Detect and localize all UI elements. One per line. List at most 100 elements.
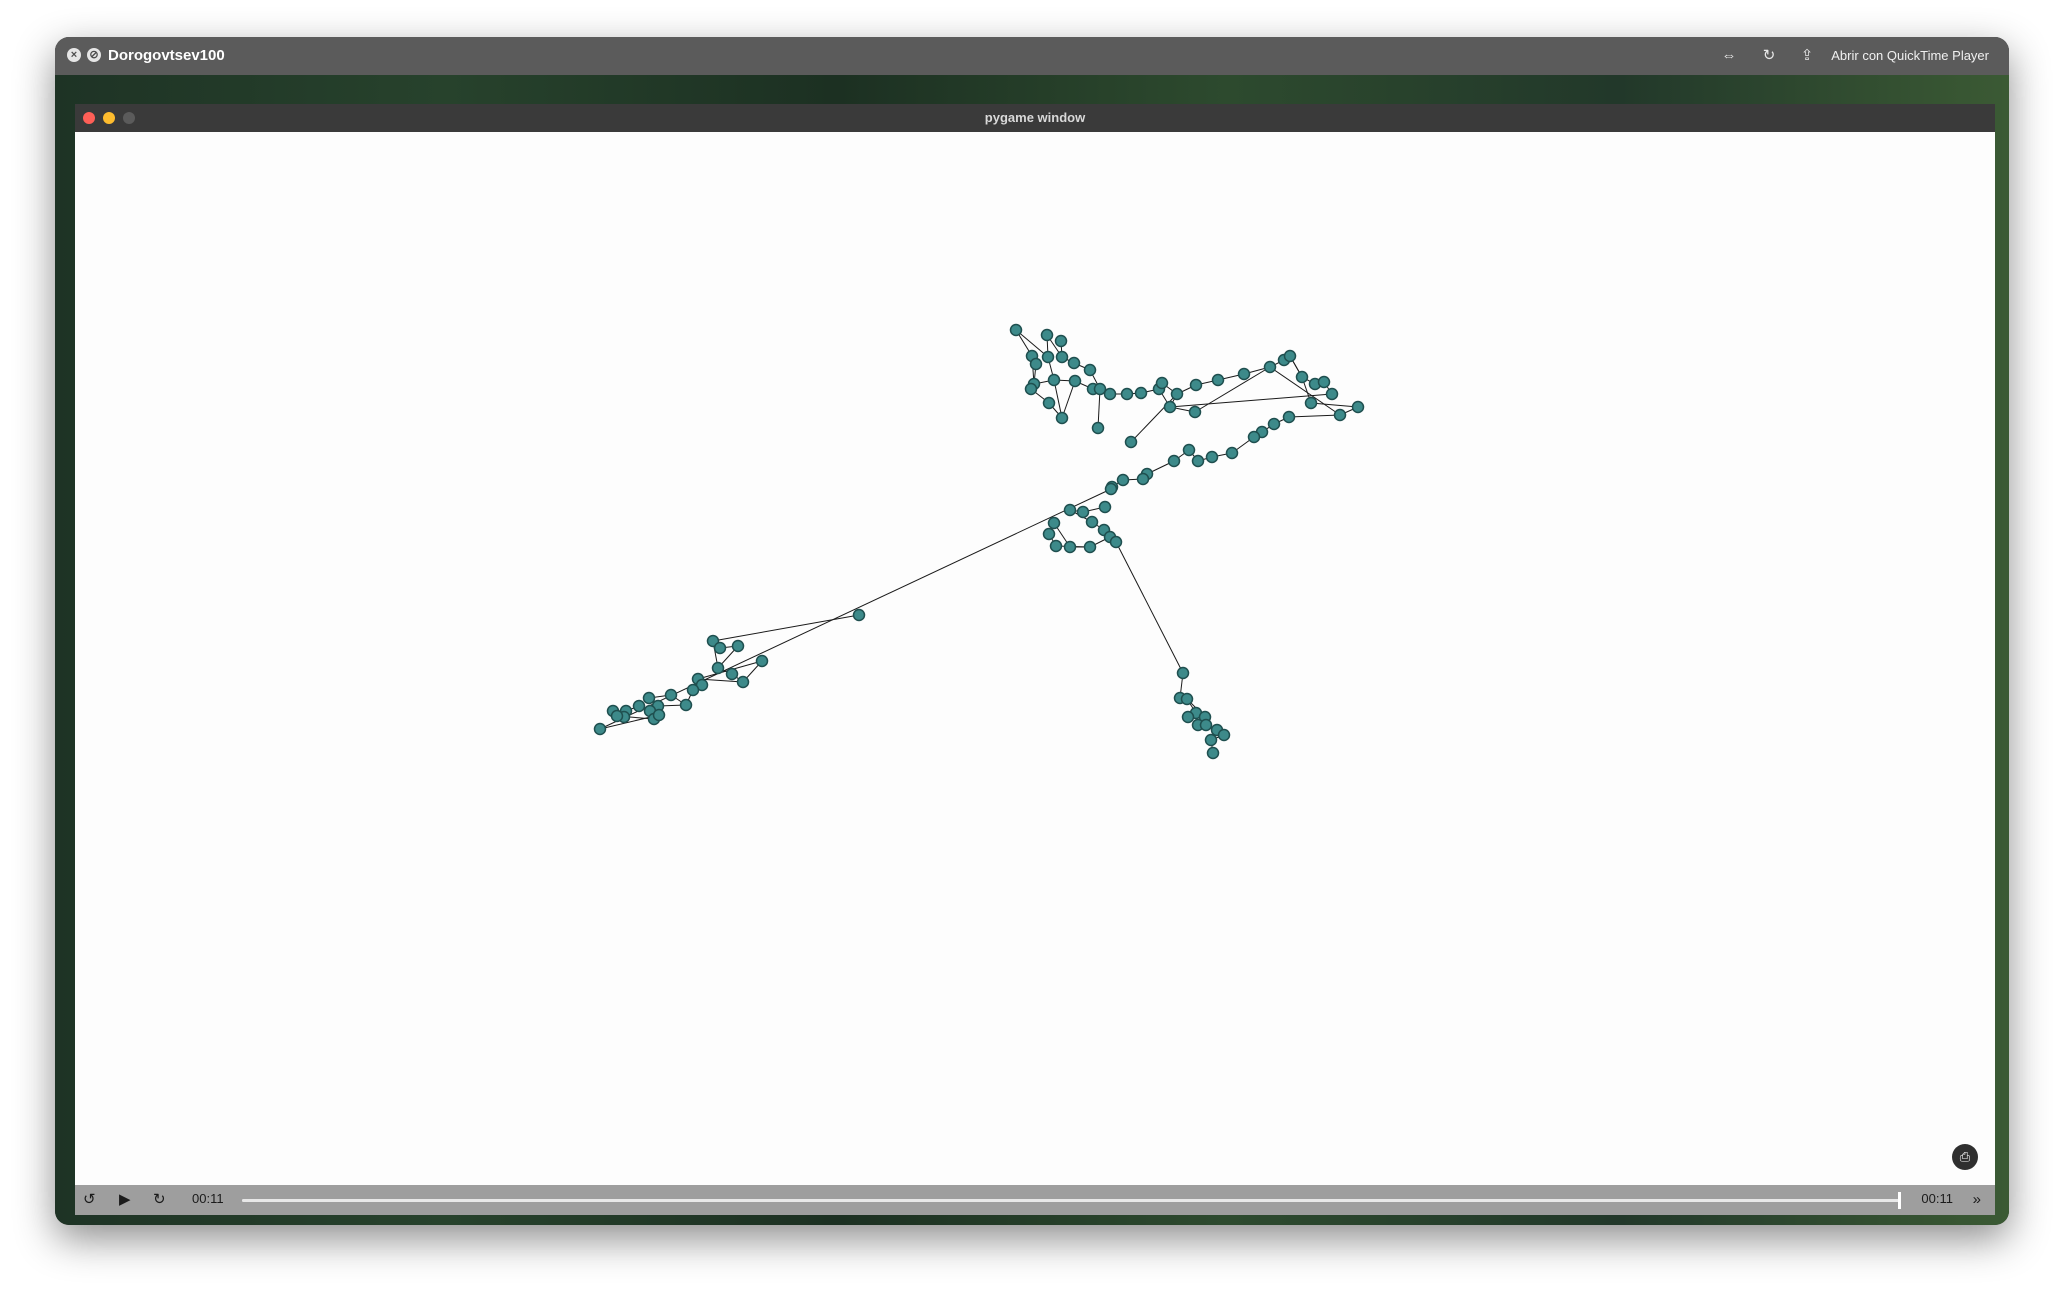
graph-node [1091,421,1105,435]
graph-node [1134,386,1148,400]
graph-edge [1097,388,1101,429]
graph-node [1055,350,1069,364]
graph-node [731,639,745,653]
graph-node [1093,382,1107,396]
graph-node [1304,396,1318,410]
timeline-progress [242,1199,1900,1202]
graph-node [1325,387,1339,401]
graph-canvas [593,323,1365,760]
play-icon[interactable]: ▶ [119,1191,131,1208]
timeline-knob[interactable] [1898,1192,1901,1209]
close-icon[interactable]: × [67,48,81,62]
graph-nodes [593,323,1365,760]
graph-node [711,661,725,675]
graph-node [1170,387,1184,401]
graph-node [664,688,678,702]
graph-node [852,608,866,622]
graph-node [1267,417,1281,431]
graph-node [1076,505,1090,519]
timeline-scrubber[interactable] [242,1192,1901,1209]
graph-node [1204,733,1218,747]
graph-node [632,699,646,713]
graph-node [1317,375,1331,389]
graph-node [1205,450,1219,464]
graph-edge [1194,366,1271,413]
graph-edge [712,614,860,642]
graph-node [1167,454,1181,468]
graph-node [1351,400,1365,414]
graph-node [1009,323,1023,337]
graph-node [1282,410,1296,424]
close-traffic-light[interactable] [83,112,95,124]
graph-edge [1288,414,1341,418]
graph-node [1068,374,1082,388]
pygame-title: pygame window [984,110,1086,125]
graph-edge [1053,379,1063,419]
graph-node [1024,382,1038,396]
graph-node [1181,710,1195,724]
graph-node [736,675,750,689]
graph-node [1120,387,1134,401]
graph-node [1085,515,1099,529]
graph-node [1211,373,1225,387]
graph-node [686,683,700,697]
graph-node [1109,535,1123,549]
share-icon[interactable]: ⇪ [1800,47,1814,64]
quicktime-window: × ⊘ Dorogovtsev100 ⇔ ↻ ⇪ Abrir con Quick… [55,37,2009,1225]
graph-node [1333,408,1347,422]
graph-edge [697,678,744,683]
pygame-titlebar: pygame window [75,104,1995,132]
graph-node [1103,387,1117,401]
graph-node [652,708,666,722]
end-time: 00:11 [1921,1191,1953,1206]
graph-node [725,667,739,681]
minimize-traffic-light[interactable] [103,112,115,124]
graph-node [1180,692,1194,706]
screenshot-icon[interactable]: ⎙ [1952,1144,1978,1170]
graph-node [755,654,769,668]
graph-node [1155,376,1169,390]
graph-node [1124,435,1138,449]
fast-forward-icon[interactable]: » [1972,1191,1981,1208]
graph-node [1263,360,1277,374]
graph-node [1047,516,1061,530]
graph-node [1136,472,1150,486]
resize-icon[interactable]: ⇔ [1721,47,1737,64]
graph-edge [1061,380,1076,419]
graph-edges [599,329,1359,754]
graph-node [1176,666,1190,680]
skip-back-15-icon[interactable]: ↺ [83,1191,96,1208]
graph-node [1067,356,1081,370]
graph-node [1116,473,1130,487]
window-title: Dorogovtsev100 [108,47,225,64]
rotate-icon[interactable]: ↻ [1762,47,1776,64]
graph-node [1182,443,1196,457]
window-titlebar: × ⊘ Dorogovtsev100 ⇔ ↻ ⇪ Abrir con Quick… [55,37,2009,75]
graph-node [1063,540,1077,554]
graph-node [1040,328,1054,342]
graph-edge [1115,541,1184,674]
graph-node [1237,367,1251,381]
playback-controls: ↺ ▶ ↻ 00:11 00:11 » [75,1185,1995,1215]
graph-node [1217,728,1231,742]
zoom-traffic-light[interactable] [123,112,135,124]
no-entry-icon[interactable]: ⊘ [87,48,101,62]
graph-node [1029,357,1043,371]
graph-node [593,722,607,736]
skip-forward-15-icon[interactable]: ↻ [153,1191,166,1208]
graph-node [1049,539,1063,553]
graph-node [679,698,693,712]
graph-node [1083,363,1097,377]
graph-node [1191,454,1205,468]
current-time: 00:11 [192,1191,224,1206]
graph-edge [1169,393,1333,408]
graph-node [1199,718,1213,732]
graph-node [1083,540,1097,554]
graph-node [713,641,727,655]
graph-node [1042,396,1056,410]
graph-node [1042,527,1056,541]
graph-node [1188,405,1202,419]
graph-edge [1015,329,1049,358]
open-quicktime-button[interactable]: Abrir con QuickTime Player [1831,48,1989,63]
graph-node [1225,446,1239,460]
